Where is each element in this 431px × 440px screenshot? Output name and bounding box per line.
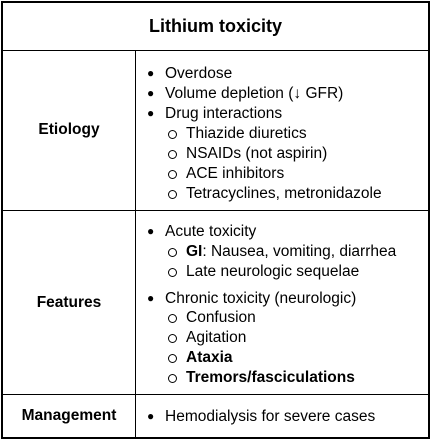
bullet-icon: ● xyxy=(147,66,155,80)
row-label-etiology: Etiology xyxy=(3,50,136,210)
row-body-features: ● Acute toxicity GI: Nausea, vomiting, di… xyxy=(147,223,397,386)
circle-bullet-icon xyxy=(168,170,177,179)
row-body-etiology: ● Overdose ● Volume depletion (↓ GFR) ● Dru… xyxy=(147,65,382,202)
circle-bullet-icon xyxy=(168,314,177,323)
table-row-etiology: Etiology ● Overdose ● Volume depletion (↓ … xyxy=(3,50,428,211)
circle-bullet-icon xyxy=(168,354,177,363)
table-row-management: Management ● Hemodialysis for severe case… xyxy=(3,395,428,437)
row-label-features: Features xyxy=(3,211,136,394)
bullet-icon: ● xyxy=(147,86,155,100)
circle-bullet-icon xyxy=(168,268,177,277)
table-row-features: Features ● Acute toxicity GI: Nausea, vom… xyxy=(3,211,428,395)
bullet-icon: ● xyxy=(147,291,155,305)
table-title: Lithium toxicity xyxy=(3,3,428,51)
row-label-management: Management xyxy=(3,395,136,437)
bullet-icon: ● xyxy=(147,224,155,238)
row-body-management: ● Hemodialysis for severe cases xyxy=(147,408,376,425)
circle-bullet-icon xyxy=(168,190,177,199)
circle-bullet-icon xyxy=(168,248,177,257)
circle-bullet-icon xyxy=(168,130,177,139)
bullet-icon: ● xyxy=(147,106,155,120)
circle-bullet-icon xyxy=(168,374,177,383)
circle-bullet-icon xyxy=(168,334,177,343)
circle-bullet-icon xyxy=(168,150,177,159)
bullet-icon: ● xyxy=(147,409,155,423)
